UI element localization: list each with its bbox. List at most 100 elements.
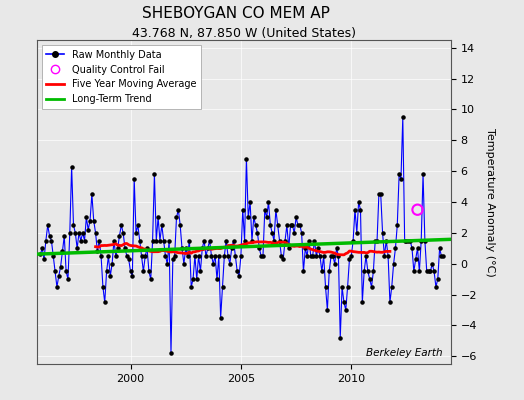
Point [86, 217, 94, 224]
Point [226, 260, 234, 267]
Point [275, 237, 283, 244]
Point [158, 222, 166, 228]
Point [161, 253, 170, 259]
Point [110, 237, 118, 244]
Point [413, 206, 422, 213]
Point [437, 253, 445, 259]
Point [43, 222, 52, 228]
Point [397, 176, 405, 182]
Point [68, 163, 76, 170]
Point [126, 268, 135, 275]
Point [406, 237, 414, 244]
Point [73, 245, 81, 252]
Point [241, 237, 249, 244]
Point [298, 230, 306, 236]
Point [391, 245, 400, 252]
Point [432, 284, 440, 290]
Point [114, 245, 122, 252]
Point [260, 206, 269, 213]
Point [264, 199, 272, 205]
Legend: Raw Monthly Data, Quality Control Fail, Five Year Moving Average, Long-Term Tren: Raw Monthly Data, Quality Control Fail, … [41, 45, 201, 109]
Point [220, 253, 228, 259]
Point [309, 253, 317, 259]
Point [334, 253, 343, 259]
Point [106, 273, 114, 279]
Point [36, 251, 45, 258]
Point [316, 253, 324, 259]
Point [93, 248, 102, 254]
Point [288, 222, 297, 228]
Point [325, 268, 333, 275]
Point [60, 233, 69, 239]
Point [351, 206, 359, 213]
Point [53, 284, 61, 290]
Point [433, 276, 442, 282]
Point [82, 214, 91, 221]
Point [320, 253, 328, 259]
Point [364, 268, 372, 275]
Point [257, 253, 265, 259]
Point [64, 276, 72, 282]
Point [227, 245, 236, 252]
Point [163, 260, 171, 267]
Point [215, 253, 223, 259]
Point [299, 268, 308, 275]
Point [249, 214, 258, 221]
Point [375, 191, 383, 198]
Point [327, 253, 335, 259]
Point [141, 253, 149, 259]
Point [384, 253, 392, 259]
Point [369, 268, 378, 275]
Point [104, 253, 113, 259]
Point [402, 237, 411, 244]
Point [277, 253, 286, 259]
Point [191, 253, 199, 259]
Point [270, 237, 278, 244]
Point [205, 237, 214, 244]
Point [222, 237, 231, 244]
Point [421, 237, 429, 244]
Point [435, 245, 444, 252]
Point [219, 284, 227, 290]
Point [95, 237, 103, 244]
Point [332, 245, 341, 252]
Point [410, 268, 418, 275]
Point [77, 237, 85, 244]
Point [108, 260, 116, 267]
Point [358, 299, 366, 306]
Point [417, 237, 425, 244]
Point [367, 284, 376, 290]
Point [356, 206, 365, 213]
Point [424, 268, 433, 275]
Point [271, 206, 280, 213]
Point [119, 230, 127, 236]
Point [51, 268, 59, 275]
Point [196, 268, 205, 275]
Point [430, 268, 438, 275]
Point [183, 253, 192, 259]
Point [285, 245, 293, 252]
Point [360, 268, 368, 275]
Point [388, 284, 396, 290]
Point [415, 268, 423, 275]
Point [117, 222, 125, 228]
Point [40, 256, 48, 262]
Point [137, 253, 146, 259]
Point [301, 245, 310, 252]
Point [290, 230, 299, 236]
Point [88, 191, 96, 198]
Point [79, 230, 87, 236]
Point [296, 222, 304, 228]
Point [426, 268, 434, 275]
Point [336, 334, 344, 341]
Point [178, 245, 186, 252]
Point [101, 299, 109, 306]
Point [125, 256, 133, 262]
Point [389, 260, 398, 267]
Point [57, 264, 65, 270]
Point [169, 256, 177, 262]
Point [204, 245, 212, 252]
Point [154, 214, 162, 221]
Point [136, 237, 144, 244]
Point [268, 230, 276, 236]
